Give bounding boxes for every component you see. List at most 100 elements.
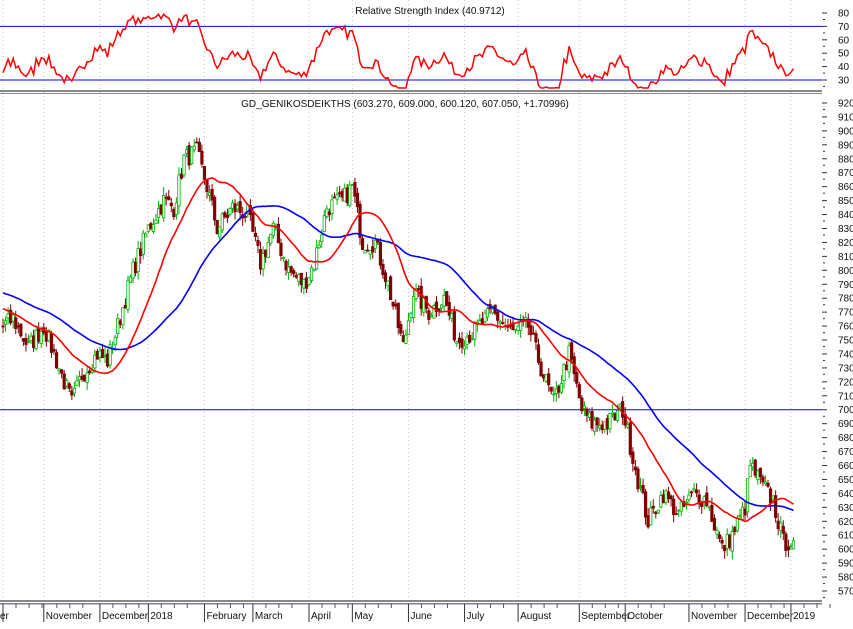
candle-body	[473, 321, 477, 340]
axis-separator	[0, 600, 822, 602]
x-tick-label: August	[520, 611, 551, 622]
price-y-tick-label: 850	[838, 196, 853, 207]
candle-body	[49, 333, 54, 353]
candle-body	[332, 196, 337, 199]
candle-body	[738, 514, 742, 517]
price-y-tick-label: 580	[838, 573, 853, 584]
candle-body	[315, 247, 319, 270]
candle-body	[366, 249, 370, 252]
candle-body	[728, 534, 732, 548]
candle-body	[350, 184, 354, 187]
candle-body	[205, 179, 209, 192]
candle-body	[730, 531, 734, 552]
candle-body	[309, 267, 314, 281]
price-y-tick-label: 890	[838, 140, 853, 151]
candle-body	[695, 489, 699, 494]
candle-body	[162, 194, 166, 219]
candle-body	[511, 322, 515, 331]
candle-body	[388, 276, 393, 301]
price-y-tick-label: 690	[838, 419, 853, 430]
candle-body	[218, 226, 222, 238]
candle-body	[725, 533, 729, 549]
price-y-tick-label: 910	[838, 112, 853, 123]
candle-body	[80, 375, 84, 380]
candle-body	[93, 354, 97, 369]
candle-body	[664, 490, 668, 503]
price-y-tick-label: 770	[838, 308, 853, 319]
candle-body	[496, 311, 500, 321]
price-y-tick-label: 670	[838, 447, 853, 458]
candle-body	[386, 280, 390, 287]
candle-body	[197, 141, 201, 153]
candle-body	[358, 203, 362, 238]
candle-body	[786, 546, 791, 551]
candle-body	[427, 310, 431, 320]
candle-body	[6, 313, 10, 319]
price-y-tick-label: 680	[838, 433, 853, 444]
candle-body	[399, 324, 403, 334]
candle-body	[419, 285, 423, 309]
candle-body	[200, 150, 204, 165]
candle-body	[455, 341, 459, 344]
candle-body	[631, 451, 635, 464]
candle-body	[536, 344, 541, 363]
candle-body	[501, 322, 505, 324]
candle-body	[659, 495, 663, 508]
candle-body	[235, 205, 240, 210]
x-tick-label: 2018	[150, 611, 173, 622]
candle-body	[207, 192, 212, 196]
x-tick-label: July	[467, 611, 485, 622]
candle-body	[16, 325, 20, 328]
candle-body	[108, 344, 112, 366]
candle-body	[371, 246, 375, 253]
candle-body	[215, 219, 219, 235]
candle-body	[457, 337, 462, 343]
candle-body	[67, 383, 71, 389]
candle-body	[317, 244, 321, 249]
candle-body	[534, 333, 538, 343]
price-y-tick-label: 880	[838, 154, 853, 165]
candle-body	[771, 495, 775, 500]
price-y-tick-label: 700	[838, 405, 853, 416]
price-y-tick-label: 720	[838, 377, 853, 388]
candle-body	[608, 413, 612, 430]
candle-body	[562, 364, 566, 381]
candle-body	[373, 239, 377, 249]
candle-body	[243, 215, 247, 218]
candle-body	[154, 219, 158, 224]
candle-body	[213, 196, 217, 221]
candle-body	[465, 336, 469, 345]
candle-body	[626, 424, 630, 428]
candle-body	[516, 325, 520, 331]
candle-body	[766, 482, 770, 487]
candle-body	[697, 494, 701, 505]
candle-body	[450, 313, 454, 319]
candle-body	[748, 465, 752, 478]
candle-body	[251, 212, 255, 232]
candle-body	[735, 517, 740, 532]
candle-body	[483, 312, 487, 323]
candle-body	[192, 145, 196, 151]
rsi-y-tick-label: 40	[838, 62, 850, 73]
candle-body	[230, 202, 235, 209]
candle-body	[396, 302, 400, 328]
price-y-tick-label: 740	[838, 349, 853, 360]
candle-body	[184, 149, 189, 154]
x-tick-label: October	[627, 611, 663, 622]
candle-body	[547, 373, 551, 386]
candle-body	[621, 401, 625, 418]
candle-body	[720, 539, 724, 544]
candle-body	[531, 332, 536, 335]
price-y-tick-label: 830	[838, 224, 853, 235]
x-tick-label: December	[102, 611, 149, 622]
candle-body	[70, 390, 74, 396]
candle-body	[758, 467, 762, 477]
rsi-title: Relative Strength Index (40.9712)	[355, 6, 505, 17]
candle-body	[674, 513, 678, 515]
candle-body	[57, 368, 61, 372]
candle-body	[105, 353, 110, 367]
candle-body	[651, 505, 655, 509]
candle-body	[434, 301, 439, 313]
price-y-tick-label: 820	[838, 238, 853, 249]
candle-body	[692, 488, 696, 491]
